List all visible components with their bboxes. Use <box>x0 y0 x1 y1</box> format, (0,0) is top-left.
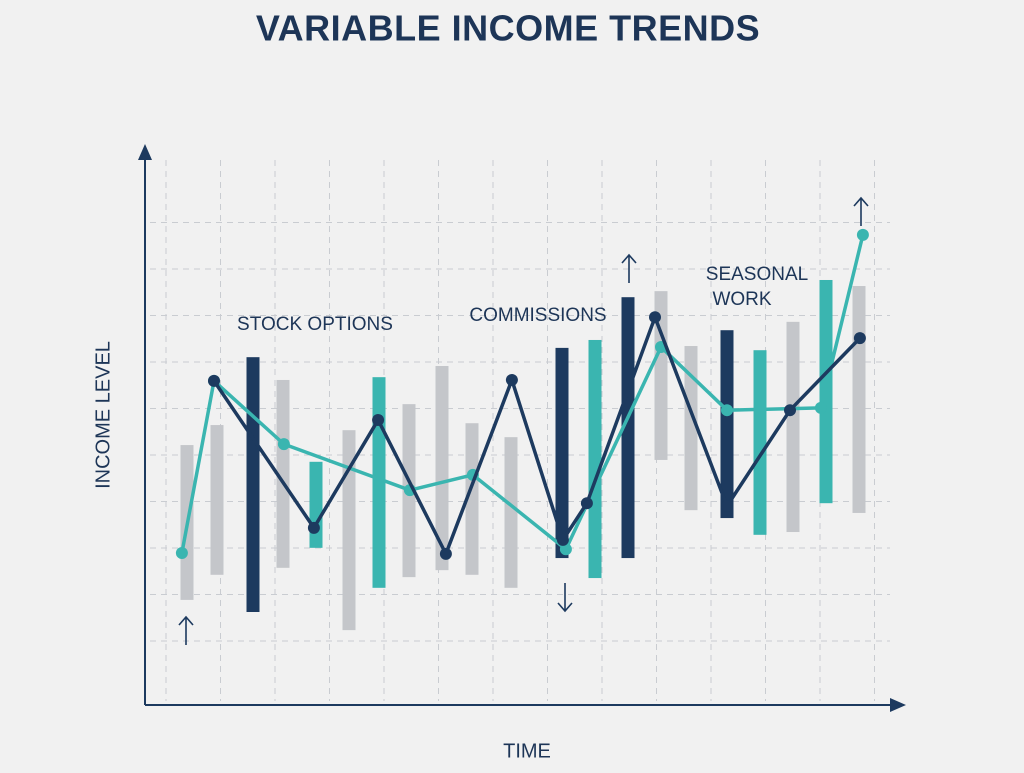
bar <box>276 379 290 568</box>
x-axis-arrow <box>890 698 906 712</box>
y-axis-arrow <box>138 144 152 160</box>
bar <box>309 461 323 548</box>
point <box>814 401 827 414</box>
point <box>439 547 452 560</box>
bar <box>372 377 386 588</box>
y-axis-label: INCOME LEVEL <box>92 341 114 489</box>
bar <box>720 330 734 519</box>
bar <box>435 366 449 571</box>
point <box>649 311 661 324</box>
chart-title: VARIABLE INCOME TRENDS <box>256 8 760 49</box>
point <box>721 499 733 512</box>
point <box>556 533 569 546</box>
bar <box>555 347 569 559</box>
point <box>208 374 220 387</box>
line <box>180 234 865 554</box>
annotation: WORK <box>712 289 771 310</box>
bar <box>246 357 260 612</box>
annotation: COMMISSIONS <box>469 305 606 326</box>
lines <box>175 228 869 560</box>
point <box>559 543 572 556</box>
bars <box>180 279 866 631</box>
bar <box>684 346 698 511</box>
bar <box>588 339 602 579</box>
arrow-up <box>178 615 194 645</box>
bar <box>210 425 224 575</box>
annotation: SEASONAL <box>706 264 808 285</box>
arrow-up <box>621 253 637 283</box>
point <box>307 521 320 534</box>
grid <box>150 160 890 701</box>
bar <box>342 430 356 631</box>
bar <box>852 286 866 513</box>
point <box>580 497 593 510</box>
bar <box>504 437 518 588</box>
annotation: STOCK OPTIONS <box>237 314 393 335</box>
bar <box>654 291 668 460</box>
point <box>372 413 385 426</box>
arrow-down <box>557 583 573 613</box>
bar <box>753 350 767 535</box>
bar <box>465 423 479 575</box>
point <box>853 332 866 345</box>
point <box>175 546 188 559</box>
arrow-up <box>853 196 869 226</box>
bar <box>786 321 800 533</box>
point <box>784 404 796 417</box>
point <box>505 373 518 386</box>
bar <box>621 297 635 559</box>
x-axis-label: TIME <box>503 740 551 762</box>
point <box>721 404 733 417</box>
point <box>856 228 869 241</box>
point <box>277 438 290 451</box>
